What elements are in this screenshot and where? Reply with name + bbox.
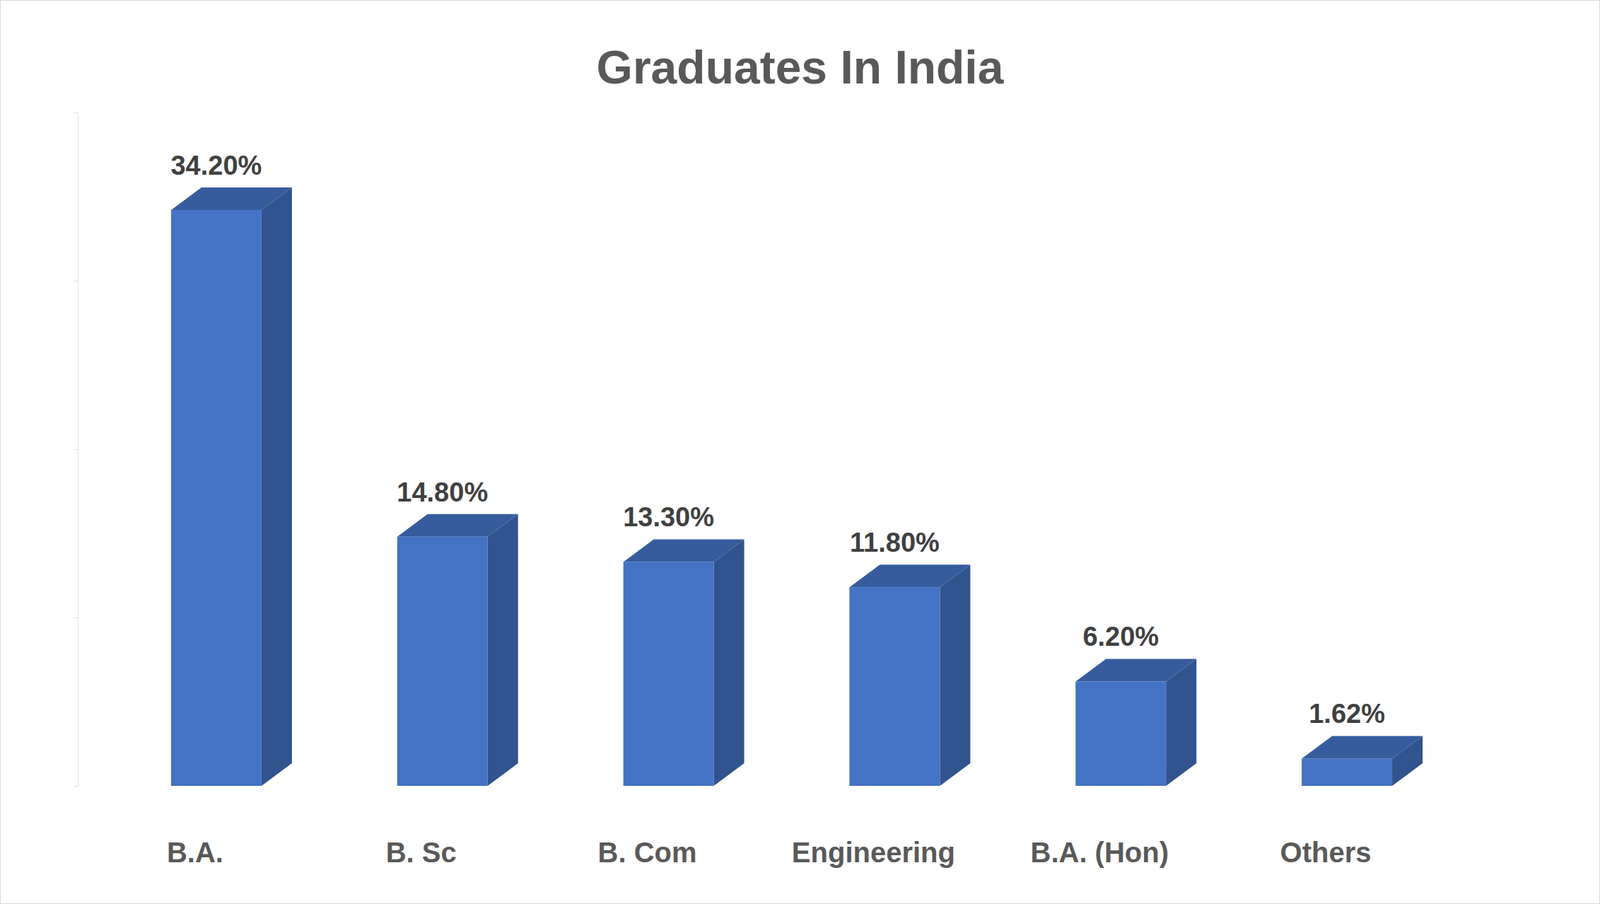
bar xyxy=(623,561,715,786)
bar-top xyxy=(623,538,745,562)
x-tick: B.A. (Hon) xyxy=(1030,785,1169,868)
bar-group xyxy=(1301,735,1423,786)
bar xyxy=(1301,757,1393,786)
bar xyxy=(171,209,262,786)
bar-group xyxy=(171,187,293,786)
data-label: 13.30% xyxy=(622,501,715,532)
x-tick-label: Engineering xyxy=(791,836,956,868)
x-tick: B.A. xyxy=(166,785,224,868)
bar-side xyxy=(487,514,519,786)
data-label: 14.80% xyxy=(396,477,488,507)
y-tick-mark xyxy=(73,617,78,618)
bar xyxy=(1075,680,1166,786)
chart-title: Graduates In India xyxy=(596,41,1005,94)
y-tick xyxy=(73,785,78,787)
bar-side xyxy=(261,187,293,786)
bar-top xyxy=(1301,735,1423,758)
x-tick-label: Others xyxy=(1280,836,1372,868)
y-tick-mark xyxy=(73,280,78,282)
y-tick xyxy=(73,617,78,618)
x-tick: B. Sc xyxy=(386,785,457,868)
bar-top xyxy=(171,187,293,210)
bar-side xyxy=(714,538,745,786)
bars xyxy=(171,187,1423,786)
data-label: 11.80% xyxy=(849,527,940,558)
y-tick-mark xyxy=(73,785,78,787)
bar-group xyxy=(849,564,971,786)
bar xyxy=(397,536,488,786)
chart: Graduates In India 34.20% 14.80% 13.30% 11.8… xyxy=(0,0,1600,904)
x-tick-label: B.A. (Hon) xyxy=(1030,836,1169,868)
data-label: 34.20% xyxy=(170,150,262,181)
y-tick xyxy=(73,112,78,114)
x-tick: B. Com xyxy=(598,785,698,868)
data-label: 1.62% xyxy=(1308,698,1386,729)
x-axis: B.A. B. Sc B. Com Engineering B.A. (Hon) Othe… xyxy=(103,785,1461,868)
y-axis xyxy=(73,113,79,787)
y-tick-mark xyxy=(73,448,78,450)
bar-top xyxy=(397,514,519,537)
bar-top xyxy=(1075,658,1197,681)
y-tick xyxy=(73,448,78,450)
x-axis-line xyxy=(103,785,1461,787)
x-tick-label: B.A. xyxy=(166,836,224,868)
y-axis-line xyxy=(73,113,79,787)
data-label: 6.20% xyxy=(1082,621,1159,652)
x-tick: Engineering xyxy=(791,785,956,868)
chart-border xyxy=(0,0,1600,904)
bar-side xyxy=(939,564,971,786)
bar-group xyxy=(397,514,519,786)
y-tick-mark xyxy=(73,112,78,114)
x-tick-label: B. Com xyxy=(598,836,698,868)
bar-group xyxy=(1075,658,1197,786)
x-tick-label: B. Sc xyxy=(386,836,457,868)
x-tick: Others xyxy=(1280,785,1372,868)
y-tick xyxy=(73,280,78,282)
bar xyxy=(849,586,940,786)
bar-group xyxy=(623,538,745,786)
bar-top xyxy=(849,564,971,587)
data-labels: 34.20% 14.80% 13.30% 11.80% 6.20% 1.62% xyxy=(170,150,1385,729)
